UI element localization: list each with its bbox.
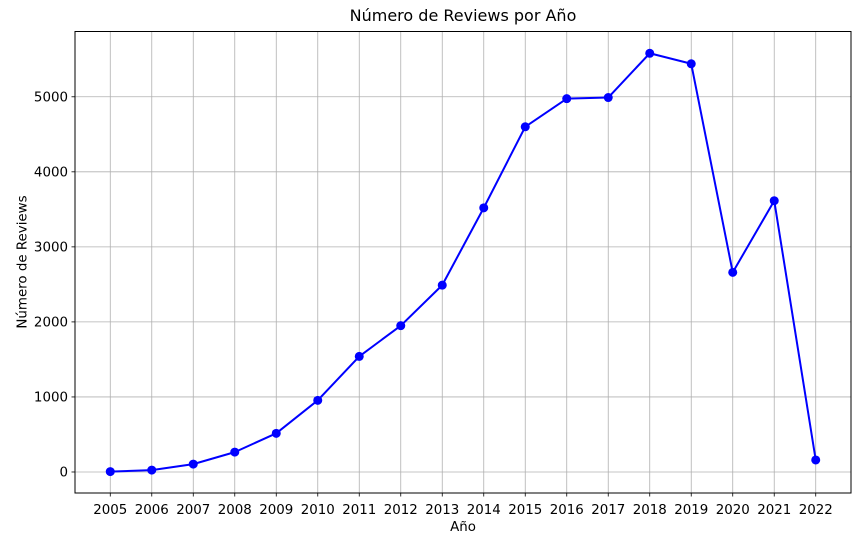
x-tick-label: 2009 [259, 503, 293, 518]
x-tick-label: 2017 [591, 503, 625, 518]
x-tick-label: 2021 [757, 503, 791, 518]
x-tick-label: 2019 [674, 503, 708, 518]
data-point [147, 465, 157, 475]
data-point [105, 467, 115, 477]
x-tick-label: 2007 [176, 503, 210, 518]
y-tick-label: 1000 [34, 391, 68, 406]
data-point [562, 94, 572, 104]
x-tick-label: 2015 [508, 503, 542, 518]
data-point [520, 122, 530, 132]
y-tick-label: 5000 [34, 90, 68, 105]
chart-title: Número de Reviews por Año [349, 6, 577, 25]
y-tick-label: 4000 [34, 166, 68, 181]
data-point [354, 351, 364, 361]
data-point [188, 459, 198, 469]
y-tick-label: 0 [59, 466, 68, 481]
x-tick-label: 2011 [342, 503, 376, 518]
data-point [437, 280, 447, 290]
data-point [603, 93, 613, 103]
data-point [479, 203, 489, 213]
data-point [645, 48, 655, 58]
data-point [396, 321, 406, 331]
x-tick-label: 2008 [218, 503, 252, 518]
x-axis-label: Año [450, 520, 476, 535]
x-tick-label: 2014 [467, 503, 501, 518]
data-line [109, 52, 817, 473]
data-point [271, 428, 281, 438]
data-point [811, 455, 821, 465]
x-tick-label: 2012 [384, 503, 418, 518]
y-tick-label: 2000 [34, 316, 68, 331]
x-tick-label: 2016 [550, 503, 584, 518]
x-tick-label: 2010 [301, 503, 335, 518]
data-point [769, 196, 779, 206]
x-tick-label: 2013 [425, 503, 459, 518]
data-point [230, 447, 240, 457]
x-tick-label: 2018 [633, 503, 667, 518]
data-point [686, 59, 696, 69]
y-tick-label: 3000 [34, 241, 68, 256]
plot-border [74, 31, 852, 494]
data-point [728, 267, 738, 277]
data-point [313, 395, 323, 405]
x-tick-label: 2020 [716, 503, 750, 518]
x-tick-label: 2022 [799, 503, 833, 518]
x-tick-label: 2005 [93, 503, 127, 518]
y-axis-label: Número de Reviews [15, 195, 31, 329]
x-tick-label: 2006 [135, 503, 169, 518]
